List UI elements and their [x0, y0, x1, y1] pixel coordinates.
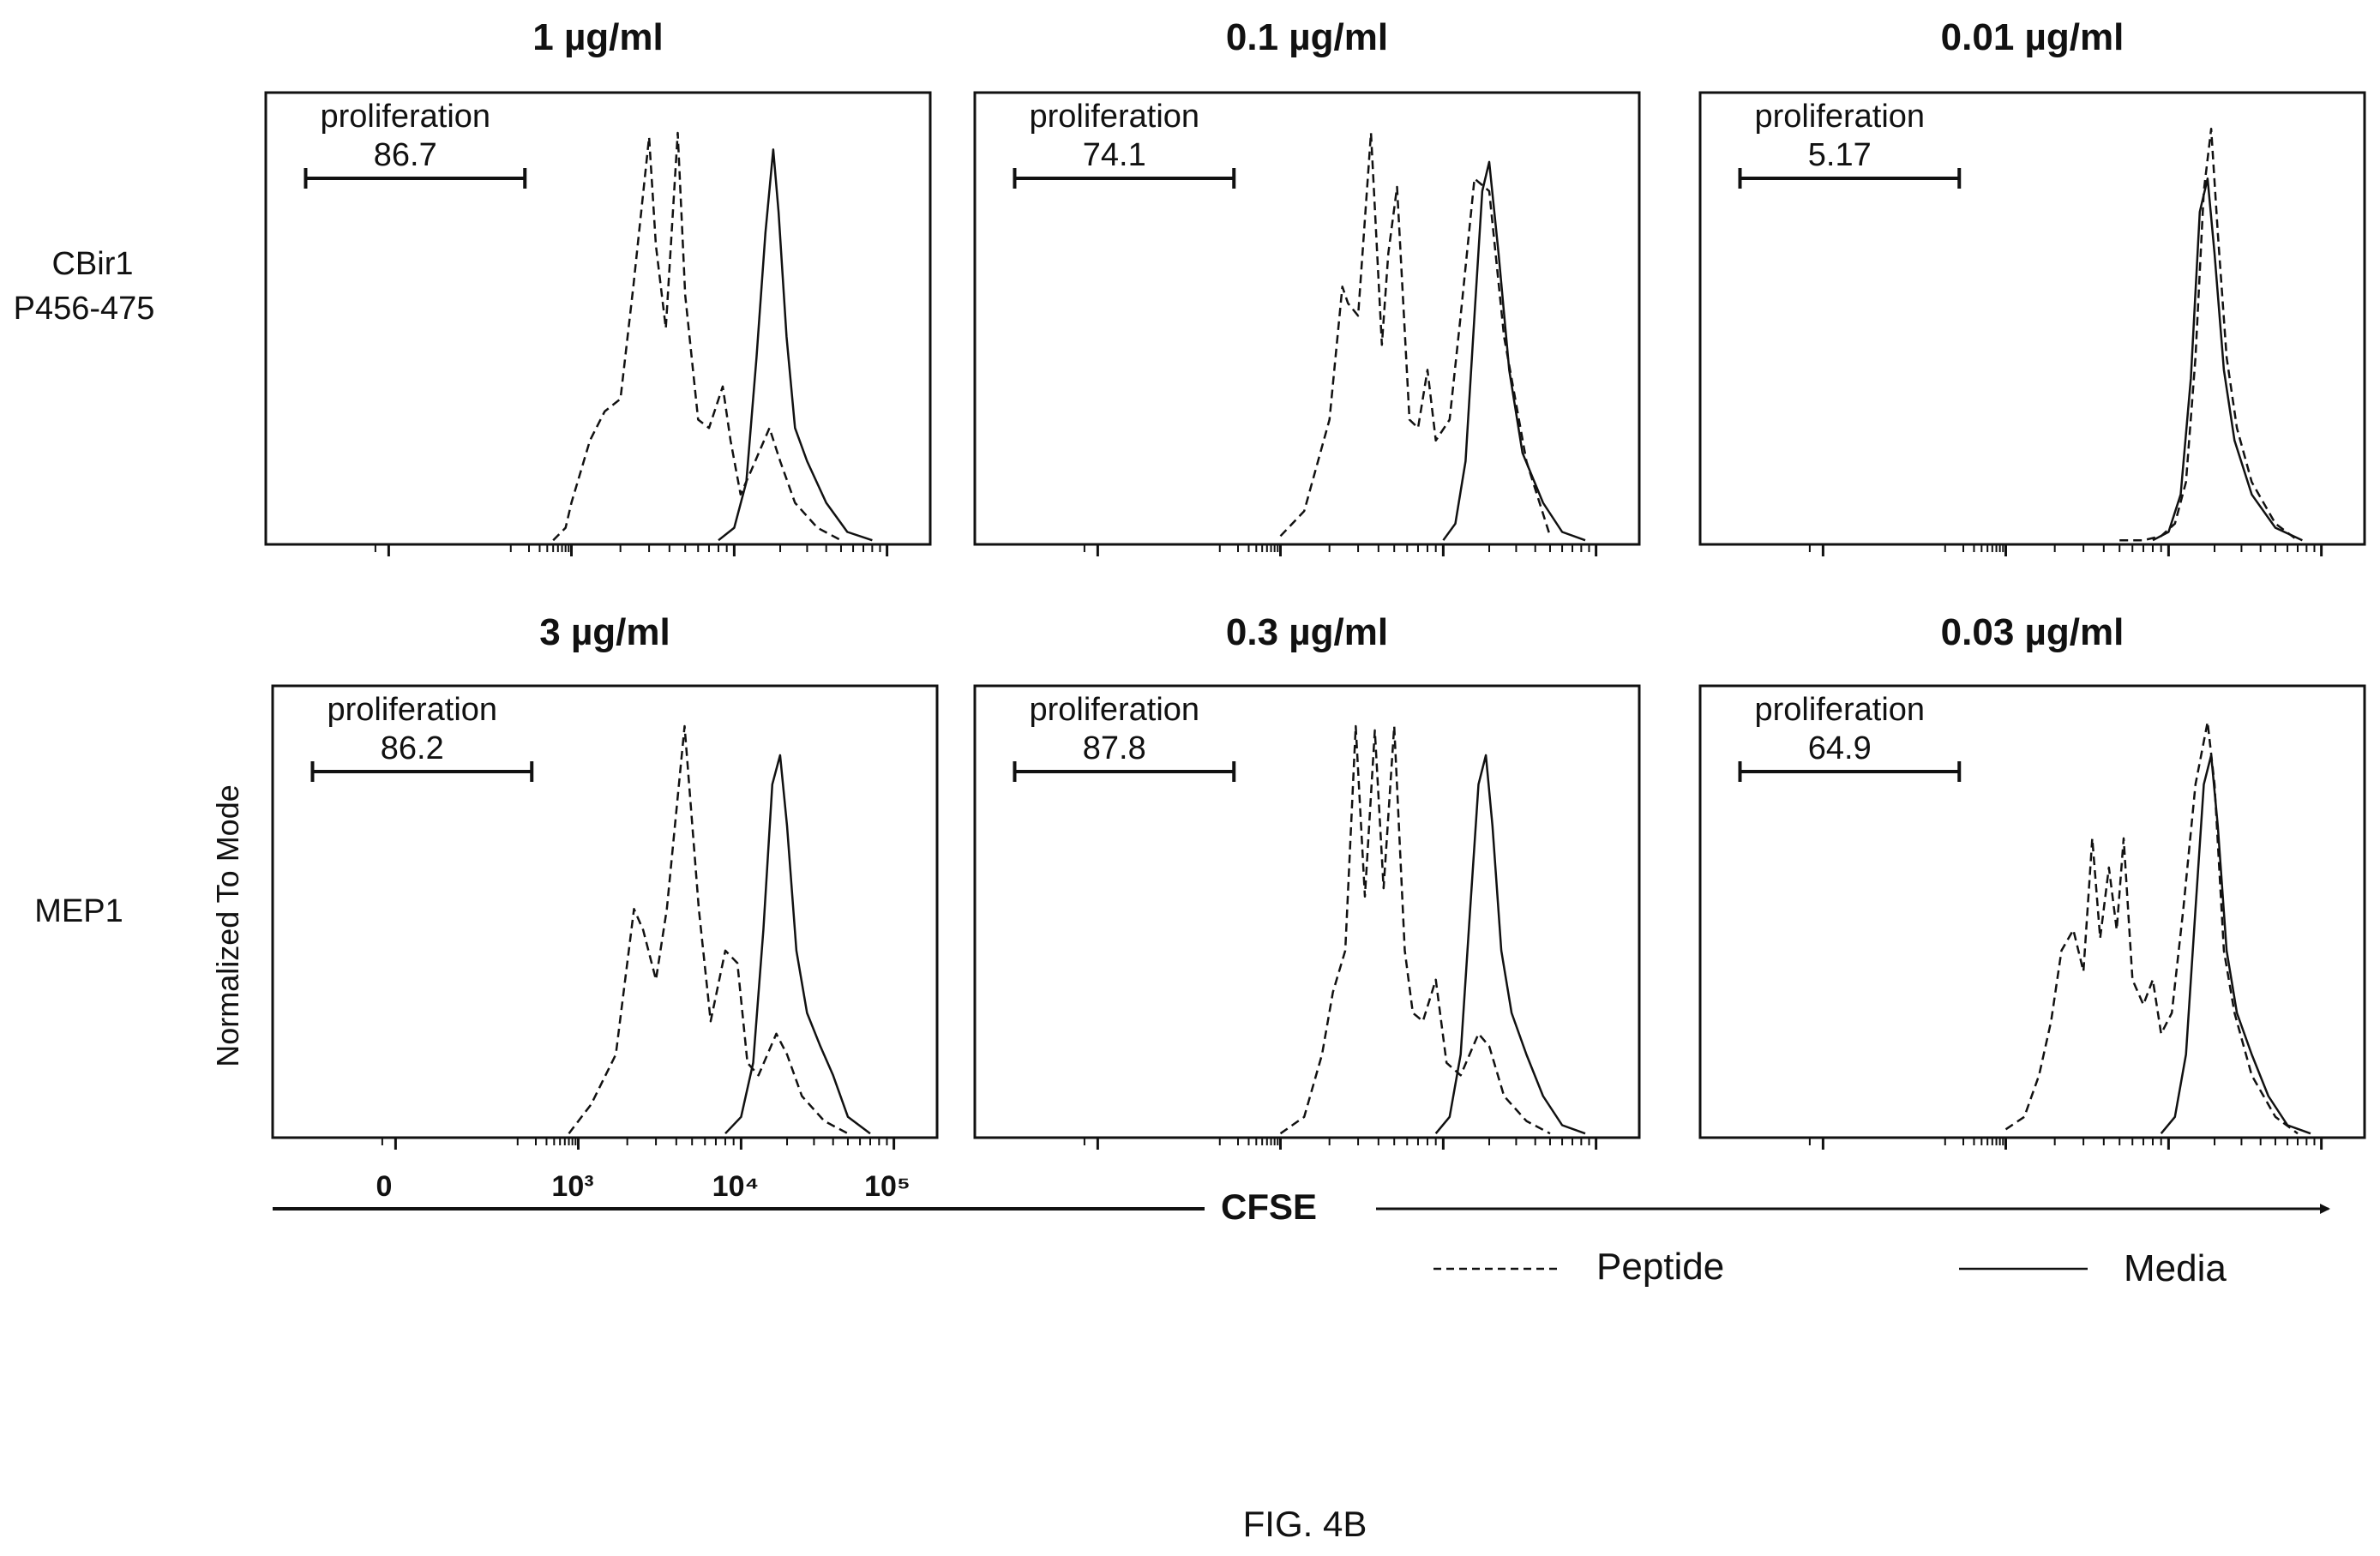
y-axis-label: Normalized To Mode [210, 784, 245, 1066]
figure-caption: FIG. 4B [1243, 1504, 1367, 1544]
gate-value: 64.9 [1808, 730, 1872, 766]
media-curve [1442, 160, 1586, 542]
panel-title: 1 µg/ml [532, 16, 664, 58]
x-tick-label-0: 0 [376, 1170, 393, 1203]
gate-label: proliferation [327, 692, 497, 728]
media-curve [1434, 754, 1586, 1135]
peptide-curve [568, 724, 849, 1135]
gate-value: 86.7 [374, 137, 437, 173]
x-tick-label-1e4: 10⁴ [712, 1170, 760, 1203]
panel-frame [973, 684, 1641, 1139]
panel-title: 0.3 µg/ml [1226, 611, 1388, 653]
gate-label: proliferation [1029, 692, 1199, 728]
panel-title: 3 µg/ml [539, 611, 670, 653]
panel-frame [264, 91, 932, 546]
peptide-curve [1279, 131, 1552, 538]
panel-frame [1698, 684, 2366, 1139]
media-curve [718, 148, 873, 542]
row-label-cbir1: CBir1 [51, 246, 133, 282]
panel-frame [973, 91, 1641, 546]
gate-label: proliferation [320, 99, 490, 135]
peptide-curve [552, 131, 842, 542]
peptide-curve [1279, 724, 1551, 1135]
peptide-curve [2004, 720, 2299, 1135]
media-curve [2152, 177, 2303, 542]
legend-peptide-label: Peptide [1596, 1246, 1724, 1288]
gate-label: proliferation [1029, 99, 1199, 135]
gate-value: 5.17 [1808, 137, 1872, 173]
x-tick-label-1e5: 10⁵ [864, 1170, 911, 1203]
row-label-cbir1-peptide: P456-475 [14, 291, 155, 327]
panel-title: 0.1 µg/ml [1226, 16, 1388, 58]
legend-media-label: Media [2124, 1247, 2227, 1289]
gate-label: proliferation [1754, 99, 1925, 135]
gate-label: proliferation [1754, 692, 1925, 728]
gate-value: 87.8 [1083, 730, 1146, 766]
panel-title: 0.01 µg/ml [1941, 16, 2125, 58]
media-curve [2160, 754, 2311, 1135]
gate-value: 74.1 [1083, 137, 1146, 173]
panel-frame [1698, 91, 2366, 546]
panel-frame [271, 684, 939, 1139]
x-tick-label-1e3: 10³ [551, 1170, 593, 1203]
gate-value: 86.2 [381, 730, 444, 766]
row-label-mep1: MEP1 [34, 893, 123, 929]
legend: Peptide Media [1433, 1246, 2227, 1289]
x-axis-label: CFSE [1221, 1187, 1317, 1227]
panel-title: 0.03 µg/ml [1941, 611, 2125, 653]
media-curve [724, 754, 871, 1135]
